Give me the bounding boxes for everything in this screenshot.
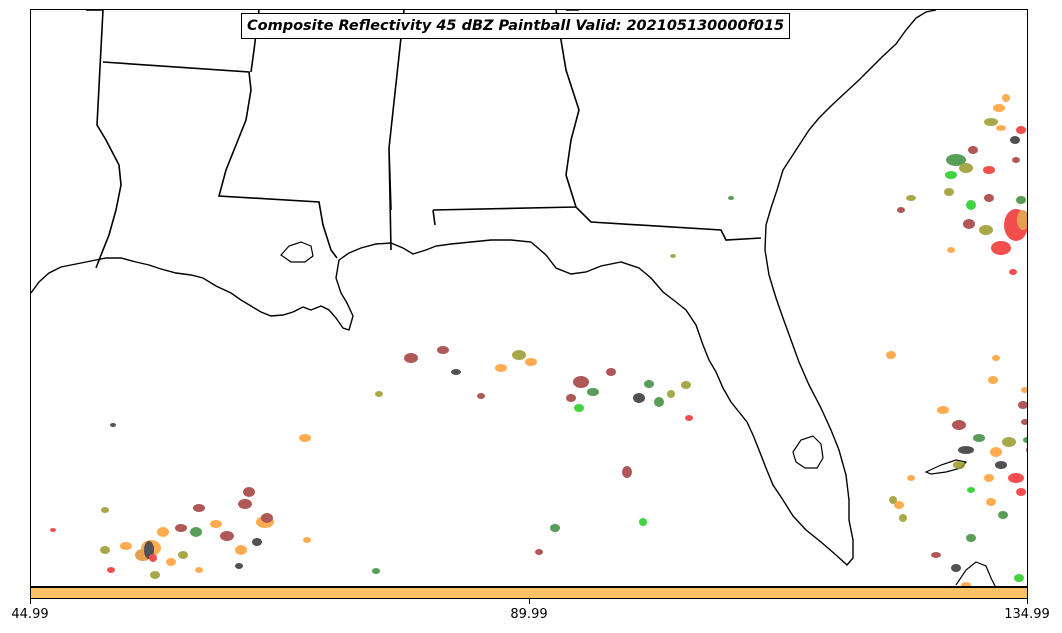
map-title: Composite Reflectivity 45 dBZ Paintball … (241, 13, 791, 39)
map-panel (30, 9, 1028, 587)
colorbar-tick (1027, 599, 1028, 604)
coastline (31, 10, 937, 567)
colorbar-tick (529, 599, 530, 604)
state-borders (86, 10, 762, 269)
reflectivity-paintball (50, 94, 1027, 586)
colorbar (30, 587, 1028, 599)
coastline-pontchartrain (280, 241, 314, 263)
coastline-lake (792, 435, 824, 469)
colorbar-tick-label-mid: 89.99 (510, 607, 548, 622)
map-canvas (31, 10, 1027, 586)
colorbar-tick (30, 599, 31, 604)
colorbar-tick-label-max: 134.99 (1004, 607, 1050, 622)
colorbar-tick-label-min: 44.99 (11, 607, 49, 622)
